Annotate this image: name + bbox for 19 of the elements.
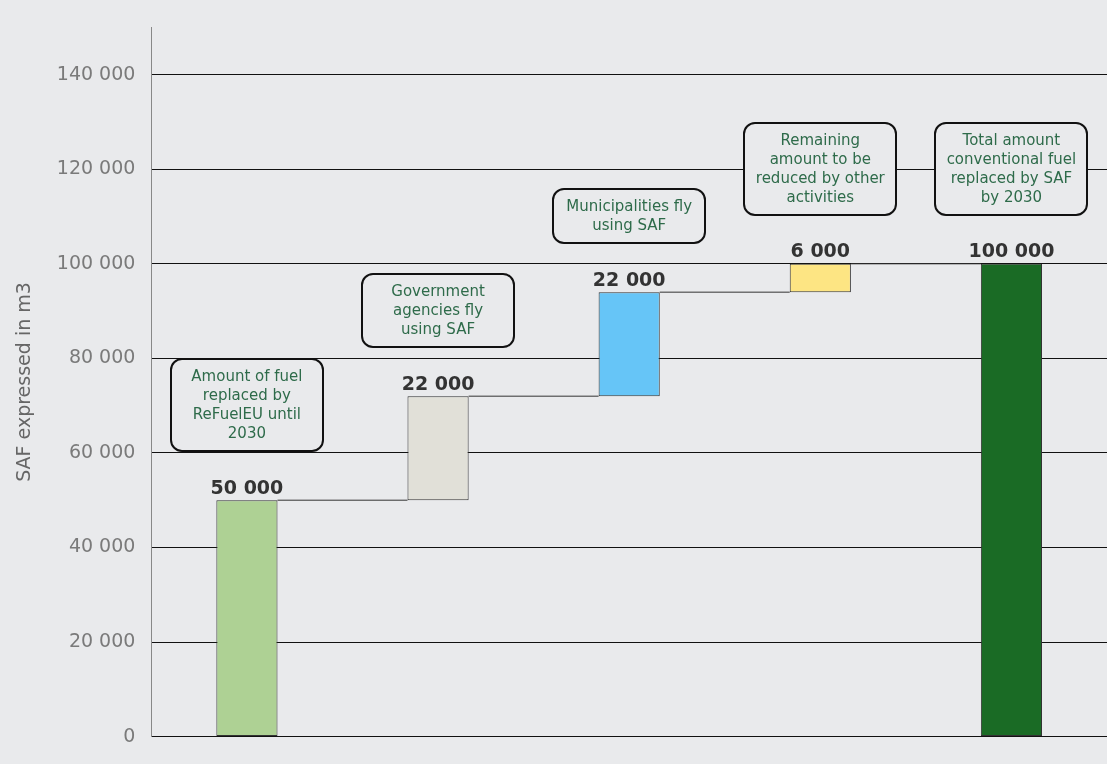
y-tick-label: 140 000: [56, 61, 136, 84]
y-tick-label: 60 000: [68, 439, 136, 462]
data-label: 22 000: [592, 267, 666, 290]
y-tick-label: 100 000: [56, 250, 136, 273]
y-tick-label: 40 000: [68, 534, 136, 557]
y-tick-label: 80 000: [68, 345, 136, 368]
data-label: 50 000: [210, 475, 284, 498]
y-axis-title: SAF expressed in m3: [12, 282, 35, 482]
y-tick-label: 0: [123, 723, 136, 746]
y-tick-label: 120 000: [56, 156, 136, 179]
callout-box: Total amount conventional fuel replaced by SAF by 2030: [934, 121, 1089, 216]
callout-box: Remaining amount to be reduced by other activities: [743, 121, 898, 216]
data-label: 6 000: [790, 239, 851, 262]
data-label: 100 000: [968, 239, 1055, 262]
callout-box: Amount of fuel replaced by ReFuelEU until 2030: [169, 358, 324, 453]
y-tick-label: 20 000: [68, 628, 136, 651]
data-label: 22 000: [401, 371, 475, 394]
callout-box: Municipalities fly using SAF: [552, 188, 707, 245]
callout-box: Government agencies fly using SAF: [361, 273, 516, 349]
